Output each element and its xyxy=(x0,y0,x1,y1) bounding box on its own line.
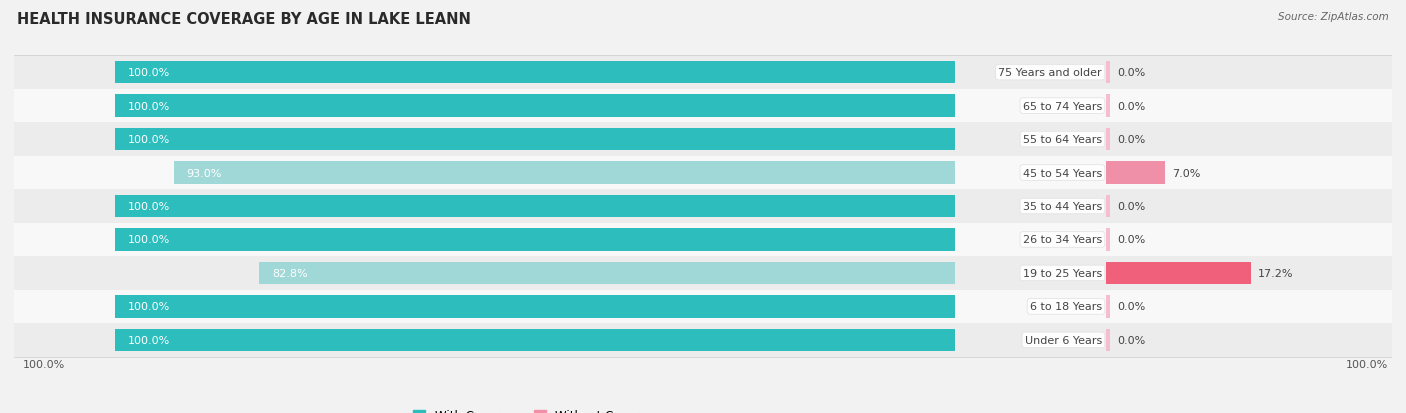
Bar xyxy=(174,162,955,185)
Bar xyxy=(1107,329,1111,351)
Bar xyxy=(14,56,1392,90)
Bar xyxy=(14,323,1392,357)
Text: 26 to 34 Years: 26 to 34 Years xyxy=(1022,235,1102,245)
Text: 65 to 74 Years: 65 to 74 Years xyxy=(1022,101,1102,112)
Text: Source: ZipAtlas.com: Source: ZipAtlas.com xyxy=(1278,12,1389,22)
Bar xyxy=(115,128,955,151)
Bar xyxy=(14,223,1392,256)
Text: 93.0%: 93.0% xyxy=(186,168,222,178)
Text: 35 to 44 Years: 35 to 44 Years xyxy=(1022,202,1102,211)
Text: 75 Years and older: 75 Years and older xyxy=(998,68,1102,78)
Bar xyxy=(115,329,955,351)
Text: Under 6 Years: Under 6 Years xyxy=(1025,335,1102,345)
Bar xyxy=(115,95,955,118)
Bar xyxy=(115,228,955,251)
Text: 0.0%: 0.0% xyxy=(1118,335,1146,345)
Text: 100.0%: 100.0% xyxy=(128,301,170,312)
Text: 100.0%: 100.0% xyxy=(128,235,170,245)
Text: 100.0%: 100.0% xyxy=(128,101,170,112)
Bar xyxy=(14,123,1392,157)
Bar xyxy=(1107,128,1111,151)
Text: 82.8%: 82.8% xyxy=(271,268,308,278)
Text: 100.0%: 100.0% xyxy=(128,135,170,145)
Text: 6 to 18 Years: 6 to 18 Years xyxy=(1031,301,1102,312)
Text: 17.2%: 17.2% xyxy=(1257,268,1294,278)
Text: 0.0%: 0.0% xyxy=(1118,301,1146,312)
Text: 100.0%: 100.0% xyxy=(128,335,170,345)
Text: 0.0%: 0.0% xyxy=(1118,68,1146,78)
Legend: With Coverage, Without Coverage: With Coverage, Without Coverage xyxy=(409,404,666,413)
Bar xyxy=(1107,295,1111,318)
Bar xyxy=(1107,228,1111,251)
Text: 0.0%: 0.0% xyxy=(1118,101,1146,112)
Bar xyxy=(1107,162,1166,185)
Text: 100.0%: 100.0% xyxy=(1346,359,1388,369)
Bar xyxy=(115,195,955,218)
Bar xyxy=(14,157,1392,190)
Bar xyxy=(115,62,955,84)
Text: 0.0%: 0.0% xyxy=(1118,235,1146,245)
Bar xyxy=(14,290,1392,323)
Text: 100.0%: 100.0% xyxy=(128,202,170,211)
Bar xyxy=(115,295,955,318)
Text: 100.0%: 100.0% xyxy=(128,68,170,78)
Text: 0.0%: 0.0% xyxy=(1118,202,1146,211)
Text: 100.0%: 100.0% xyxy=(22,359,65,369)
Text: HEALTH INSURANCE COVERAGE BY AGE IN LAKE LEANN: HEALTH INSURANCE COVERAGE BY AGE IN LAKE… xyxy=(17,12,471,27)
Bar xyxy=(14,90,1392,123)
Bar xyxy=(1107,262,1251,285)
Text: 55 to 64 Years: 55 to 64 Years xyxy=(1024,135,1102,145)
Bar xyxy=(14,256,1392,290)
Bar xyxy=(1107,195,1111,218)
Text: 0.0%: 0.0% xyxy=(1118,135,1146,145)
Bar xyxy=(1107,95,1111,118)
Text: 7.0%: 7.0% xyxy=(1171,168,1201,178)
Text: 19 to 25 Years: 19 to 25 Years xyxy=(1022,268,1102,278)
Bar xyxy=(14,190,1392,223)
Bar xyxy=(259,262,955,285)
Text: 45 to 54 Years: 45 to 54 Years xyxy=(1022,168,1102,178)
Bar xyxy=(1107,62,1111,84)
